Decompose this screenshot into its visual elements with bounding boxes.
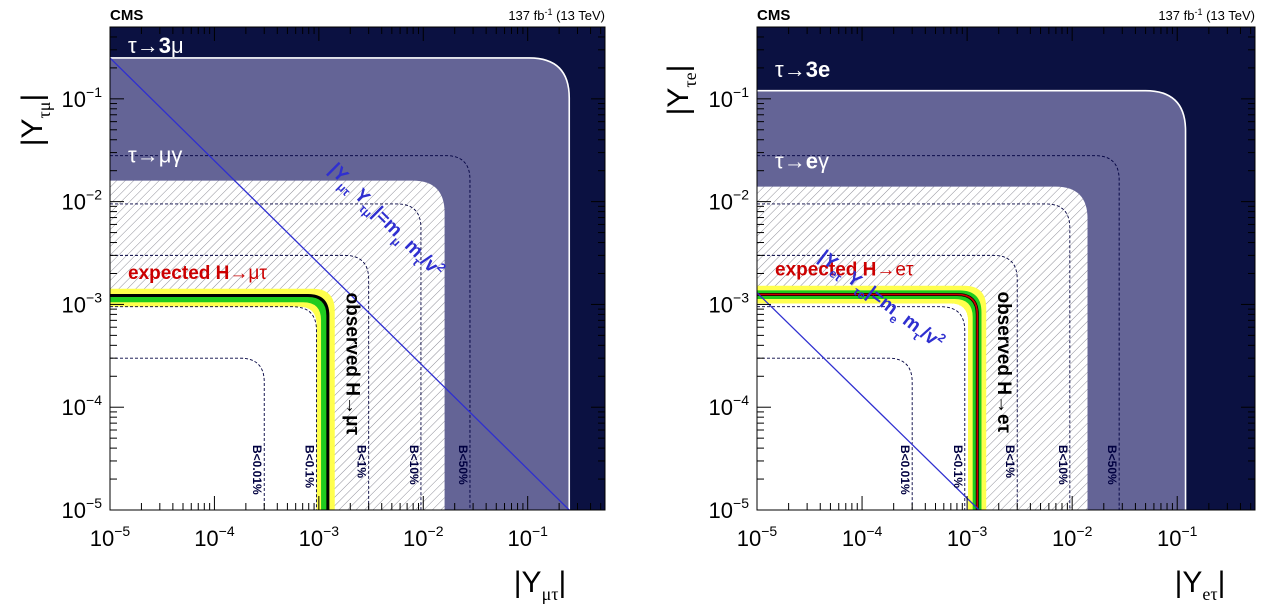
x-axis-title: |Yeτ| (1175, 566, 1226, 604)
y-tick-label: 10−4 (62, 392, 103, 420)
br-contour-label: B<1% (355, 445, 369, 478)
y-tick-label: 10−1 (62, 84, 103, 112)
three-body-label: τ→3μ (128, 33, 184, 58)
plot-frame (109, 26, 606, 511)
y-tick-label: 10−5 (62, 495, 103, 523)
plot-area: 10−5 10−4 10−3 10−2 10−1 10−5 10−4 10−3 10−2 10−1… (709, 26, 1256, 551)
x-tick-label: 10−5 (737, 523, 778, 551)
br-contour-line (757, 203, 1071, 510)
br-contour-line (757, 254, 1018, 510)
br-contour-label: B<0.1% (303, 445, 317, 488)
y-axis-title: |Yτμ| (16, 94, 54, 147)
three-body-limit-line (757, 89, 1187, 510)
three-body-limit-line (110, 57, 571, 510)
plot-area: 10−5 10−4 10−3 10−2 10−1 10−5 10−4 10−3 10−2 10−1… (62, 26, 606, 551)
expected-label: expected H→μτ (128, 263, 267, 284)
x-tick-label: 10−4 (842, 523, 883, 551)
br-contour-label: B<1% (1003, 445, 1017, 478)
br-contour-label: B<10% (407, 445, 421, 485)
naturalness-line (757, 292, 980, 510)
x-tick-label: 10−2 (403, 523, 444, 551)
x-tick-label: 10−1 (507, 523, 548, 551)
y-axis-title: |Yτe| (662, 65, 700, 116)
plot-regions (757, 27, 1255, 510)
y-tick-label: 10−1 (709, 84, 750, 112)
br-contour-label: B<0.01% (250, 445, 264, 495)
y-tick-label: 10−3 (709, 289, 750, 317)
y-tick-label: 10−2 (709, 187, 750, 215)
br-contour-line (757, 357, 913, 510)
lumi-label: 137 fb-1 (13 TeV) (508, 7, 605, 23)
axis-ticks (756, 26, 1255, 511)
radiative-label: τ→μγ (128, 143, 182, 168)
br-contour-label: B<50% (1105, 445, 1119, 485)
observed-label: observed H→μτ (342, 293, 363, 436)
br-contour-label: B<50% (456, 445, 470, 485)
radiative-label: τ→eγ (775, 149, 829, 174)
observed-limit-line (110, 294, 330, 510)
naturalness-line (110, 57, 570, 510)
right-panel: CMS 137 fb-1 (13 TeV) 10−5 10−4 10−3 10−2 10… (662, 7, 1256, 604)
lumi-label: 137 fb-1 (13 TeV) (1158, 7, 1255, 23)
allowed-region (757, 303, 969, 510)
br-contour-line (757, 155, 1120, 510)
y-tick-label: 10−2 (62, 187, 103, 215)
x-tick-label: 10−5 (90, 523, 131, 551)
x-tick-label: 10−3 (299, 523, 340, 551)
axis-ticks (109, 26, 605, 511)
br-contour-label: B<10% (1056, 445, 1070, 485)
br-contour-line (110, 203, 422, 510)
y-tick-label: 10−3 (62, 289, 103, 317)
expected-2sigma-band (110, 288, 335, 510)
expected-limit-line (757, 293, 979, 510)
br-contour-line (757, 306, 966, 510)
allowed-region (110, 306, 317, 510)
y-tick-label: 10−4 (709, 392, 750, 420)
br-contour-label: B<0.1% (951, 445, 965, 488)
br-contour-line (110, 306, 317, 510)
br-contour-label: B<0.01% (898, 445, 912, 495)
left-panel: CMS 137 fb-1 (13 TeV) 10−5 10−4 10−3 10−2 10… (16, 7, 606, 604)
cms-label: CMS (110, 7, 143, 24)
observed-label: observed H→eτ (993, 291, 1014, 433)
x-tick-label: 10−2 (1052, 523, 1093, 551)
plot-frame (756, 26, 1256, 511)
x-axis-title: |Yμτ| (514, 566, 567, 604)
x-tick-label: 10−1 (1157, 523, 1198, 551)
br-contour-line (110, 155, 471, 510)
x-tick-label: 10−4 (194, 523, 235, 551)
cms-label: CMS (757, 7, 790, 24)
three-body-label: τ→3e (775, 57, 830, 82)
br-contour-line (110, 357, 265, 510)
expected-label: expected H→eτ (775, 260, 914, 281)
x-tick-label: 10−3 (947, 523, 988, 551)
plot-regions (110, 27, 605, 510)
y-tick-label: 10−5 (709, 495, 750, 523)
